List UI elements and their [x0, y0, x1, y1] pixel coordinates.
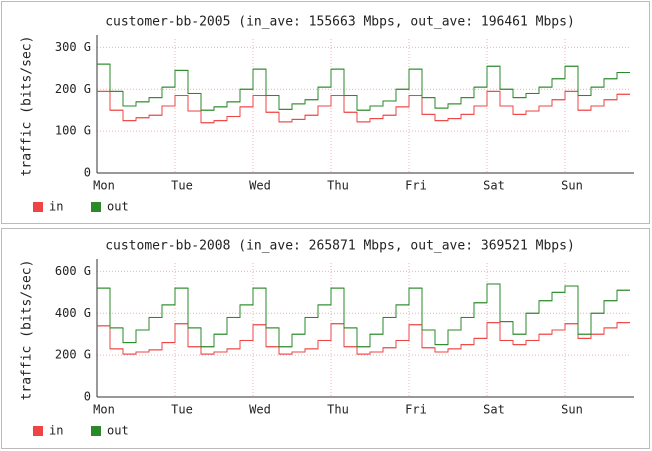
- x-tick-label: Sun: [561, 403, 583, 417]
- chart-title: customer-bb-2008 (in_ave: 265871 Mbps, o…: [105, 239, 575, 254]
- step-connector: [97, 322, 630, 355]
- legend-swatch: [33, 202, 43, 212]
- x-tick-label: Sat: [483, 403, 505, 417]
- legend-swatch: [33, 426, 43, 436]
- x-tick-label: Tue: [171, 179, 193, 193]
- y-axis-label: traffic (bits/sec): [20, 36, 35, 177]
- x-tick-label: Wed: [249, 179, 271, 193]
- step-connector: [97, 63, 630, 111]
- x-tick-label: Thu: [327, 403, 349, 417]
- legend-label: in: [49, 200, 63, 214]
- legend-label: out: [107, 200, 129, 214]
- legend-swatch: [91, 202, 101, 212]
- step-connector: [97, 283, 630, 348]
- legend-label: in: [49, 424, 63, 438]
- y-tick-label: 0: [84, 166, 91, 180]
- y-tick-label: 300 G: [55, 40, 91, 54]
- x-tick-label: Wed: [249, 403, 271, 417]
- y-axis-label: traffic (bits/sec): [20, 260, 35, 401]
- y-tick-label: 100 G: [55, 124, 91, 138]
- x-tick-label: Fri: [405, 403, 427, 417]
- x-tick-label: Mon: [93, 403, 115, 417]
- legend-swatch: [91, 426, 101, 436]
- x-tick-label: Sun: [561, 179, 583, 193]
- y-tick-label: 0: [84, 390, 91, 404]
- plot-area: [97, 263, 630, 397]
- legend-label: out: [107, 424, 129, 438]
- x-tick-label: Tue: [171, 403, 193, 417]
- y-tick-label: 200 G: [55, 82, 91, 96]
- chart-title: customer-bb-2005 (in_ave: 155663 Mbps, o…: [105, 15, 575, 30]
- y-tick-label: 400 G: [55, 306, 91, 320]
- x-tick-label: Mon: [93, 179, 115, 193]
- y-tick-label: 200 G: [55, 348, 91, 362]
- x-tick-label: Sat: [483, 179, 505, 193]
- y-tick-label: 600 G: [55, 264, 91, 278]
- x-tick-label: Thu: [327, 179, 349, 193]
- step-connector: [97, 90, 630, 124]
- x-tick-label: Fri: [405, 179, 427, 193]
